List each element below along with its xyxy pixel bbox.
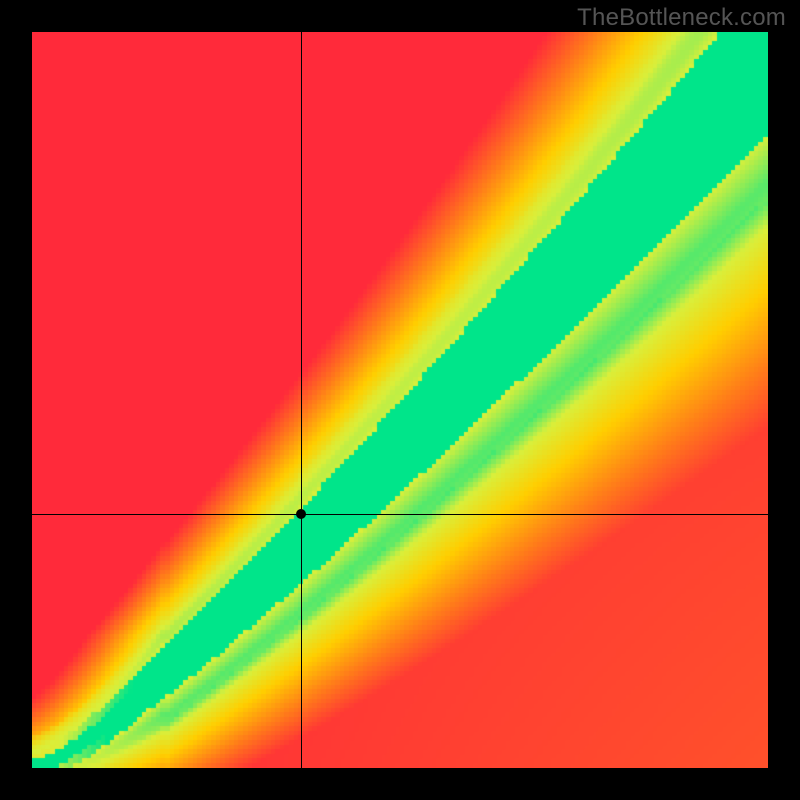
crosshair-marker	[296, 509, 306, 519]
crosshair-vertical	[301, 32, 302, 768]
crosshair-horizontal	[32, 514, 768, 515]
heatmap-plot	[32, 32, 768, 768]
heatmap-canvas	[32, 32, 768, 768]
watermark-text: TheBottleneck.com	[577, 4, 786, 32]
